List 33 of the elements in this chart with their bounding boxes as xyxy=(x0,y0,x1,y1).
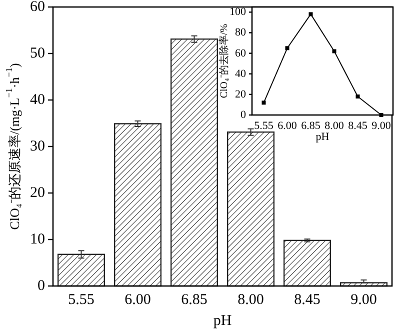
y-tick-label: 10 xyxy=(30,232,45,248)
x-tick-label: 8.00 xyxy=(324,120,344,132)
y-tick-label: 40 xyxy=(235,68,246,80)
y-tick-label: 60 xyxy=(235,47,246,60)
y-tick-label: 20 xyxy=(235,88,246,100)
y-tick-label: 100 xyxy=(230,6,246,18)
point xyxy=(285,46,290,50)
y-tick-label: 40 xyxy=(30,92,45,108)
y-tick-label: 0 xyxy=(240,109,246,121)
x-axis-title: pH xyxy=(316,131,330,143)
x-tick-label: 6.85 xyxy=(181,292,208,308)
y-axis-title: ClO₄⁻的去除率/% xyxy=(218,24,230,98)
x-tick-label: 8.45 xyxy=(348,120,368,132)
point xyxy=(356,94,360,98)
point xyxy=(332,49,336,54)
point xyxy=(262,100,266,105)
x-tick-label: 8.45 xyxy=(294,292,320,308)
x-tick-label: 6.00 xyxy=(278,120,298,132)
y-tick-label: 30 xyxy=(30,138,45,154)
x-tick-label: 9.00 xyxy=(372,120,392,132)
x-tick-label: 5.55 xyxy=(254,120,274,132)
x-tick-label: 6.00 xyxy=(124,292,151,308)
x-axis-title: pH xyxy=(213,313,232,329)
x-tick-label: 9.00 xyxy=(350,292,377,308)
y-tick-label: 50 xyxy=(30,46,45,62)
y-tick-label: 60 xyxy=(30,0,45,15)
y-tick-label: 80 xyxy=(235,26,246,39)
point xyxy=(308,12,313,16)
y-tick-label: 0 xyxy=(38,278,45,294)
y-tick-label: 20 xyxy=(30,185,45,201)
x-tick-label: 8.00 xyxy=(238,292,264,308)
x-tick-label: 6.85 xyxy=(301,120,321,132)
x-tick-label: 5.55 xyxy=(68,292,94,308)
